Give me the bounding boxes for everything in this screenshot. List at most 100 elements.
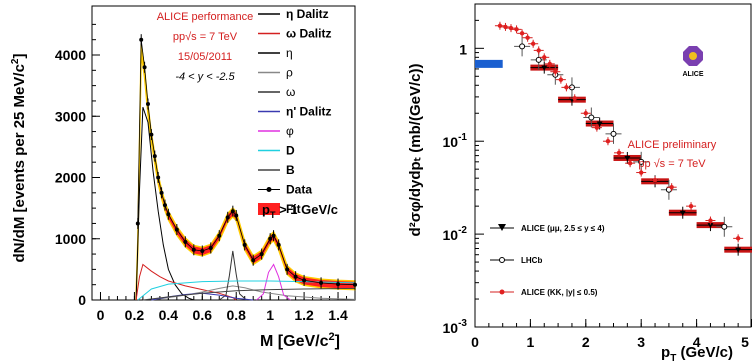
series-line-8 (137, 280, 356, 301)
kk-marker (594, 125, 600, 130)
lhcb-marker (610, 130, 617, 137)
legend-label-0: η Dalitz (286, 7, 329, 21)
kk-marker (525, 35, 530, 40)
logo-center (689, 52, 697, 60)
mumu-marker (596, 121, 603, 127)
legend-label-1: LHCb (521, 256, 542, 265)
series-line-7 (256, 263, 291, 301)
kk-marker (514, 27, 519, 32)
data-point (156, 175, 161, 180)
data-point (319, 280, 324, 285)
data-point (271, 233, 276, 238)
data-point (142, 65, 147, 70)
kk-marker (542, 55, 547, 60)
data-point (259, 252, 264, 257)
legend-marker (498, 224, 506, 231)
kk-marker (530, 41, 536, 46)
kk-marker (708, 218, 713, 223)
data-point (234, 213, 239, 218)
y-tick-label: 3000 (55, 108, 86, 124)
y-tick-label: 1000 (55, 231, 86, 247)
x-tick-label: 0 (97, 307, 105, 323)
data-point (268, 236, 273, 241)
mumu-marker (541, 65, 548, 71)
data-point (230, 209, 235, 214)
annotation-2: 15/05/2011 (178, 51, 232, 63)
y-tick-label: 10-1 (443, 132, 468, 150)
legend-marker (266, 187, 272, 192)
data-point (145, 102, 150, 106)
data-point (285, 267, 290, 272)
mumu-marker (707, 223, 714, 229)
data-point (174, 227, 179, 232)
data-point (217, 233, 222, 238)
data-point (191, 247, 196, 252)
data-point (200, 249, 205, 253)
legend-label-4: ω (286, 85, 295, 99)
x-tick-label: 5 (741, 334, 749, 350)
data-point (293, 274, 298, 279)
kk-marker (639, 170, 644, 175)
kk-marker (652, 178, 658, 183)
x-tick-label: 3 (637, 334, 645, 350)
lhcb-marker (519, 43, 526, 50)
kk-marker (669, 184, 674, 190)
y-tick-label: 4000 (55, 47, 86, 63)
annotation-1: pp√s = 7 TeV (173, 31, 238, 43)
x-tick-label: 1.4 (328, 307, 348, 323)
lhcb-marker (721, 223, 728, 230)
x-tick-label: 4 (693, 334, 701, 350)
data-point (353, 282, 357, 287)
kk-marker (688, 203, 694, 209)
y-tick-label: 10-2 (443, 225, 468, 243)
kk-marker (553, 69, 558, 74)
series-line-9 (142, 287, 356, 301)
data-point (336, 282, 341, 287)
data-point (135, 221, 140, 226)
series-line-3 (135, 263, 237, 301)
data-point (162, 203, 167, 208)
x-tick-label: 1 (266, 307, 274, 323)
legend-label-1: ω Dalitz (286, 27, 331, 41)
annotation-0: ALICE preliminary (628, 139, 717, 151)
mumu-marker (735, 247, 742, 253)
kk-marker (519, 31, 525, 36)
data-point (139, 37, 144, 42)
legend-label-8: B (286, 163, 295, 177)
data-point (302, 278, 307, 283)
logo-text: ALICE (683, 71, 704, 78)
legend-swatch (258, 203, 280, 215)
y-tick-label: 10-3 (443, 318, 468, 336)
data-point (276, 242, 281, 247)
kk-marker (583, 111, 588, 116)
kk-marker (605, 139, 611, 144)
x-tick-label: 0.4 (159, 307, 179, 323)
kk-marker (627, 160, 633, 166)
annotation-3: -4 < y < -2.5 (175, 71, 235, 83)
mumu-marker (679, 210, 686, 216)
data-point (251, 258, 256, 263)
legend-label-7: D (286, 144, 295, 158)
data-point (225, 215, 230, 220)
annotation-1: pp √s = 7 TeV (638, 158, 706, 170)
kk-marker (536, 48, 541, 53)
legend-label-3: ρ (286, 66, 293, 80)
low-pt-bar (475, 59, 503, 68)
data-point (159, 190, 164, 195)
data-point (208, 245, 213, 250)
legend-label-2: ALICE (KK, |y| ≤ 0.5) (521, 288, 598, 297)
legend-marker (499, 257, 505, 263)
series-line-5 (219, 250, 247, 301)
y-axis-label: dN/dM [events per 25 MeV/c2] (10, 54, 28, 263)
kk-marker (572, 96, 577, 101)
kk-marker (558, 77, 564, 82)
data-point (242, 242, 247, 247)
x-tick-label: 0 (471, 334, 479, 350)
y-axis-label: d²σφ/dydpₜ (mb/(GeV/c)) (407, 64, 424, 237)
data-point (166, 212, 171, 217)
x-tick-label: 2 (582, 334, 590, 350)
x-tick-label: 1.2 (294, 307, 314, 323)
legend-label-6: φ (286, 124, 294, 138)
